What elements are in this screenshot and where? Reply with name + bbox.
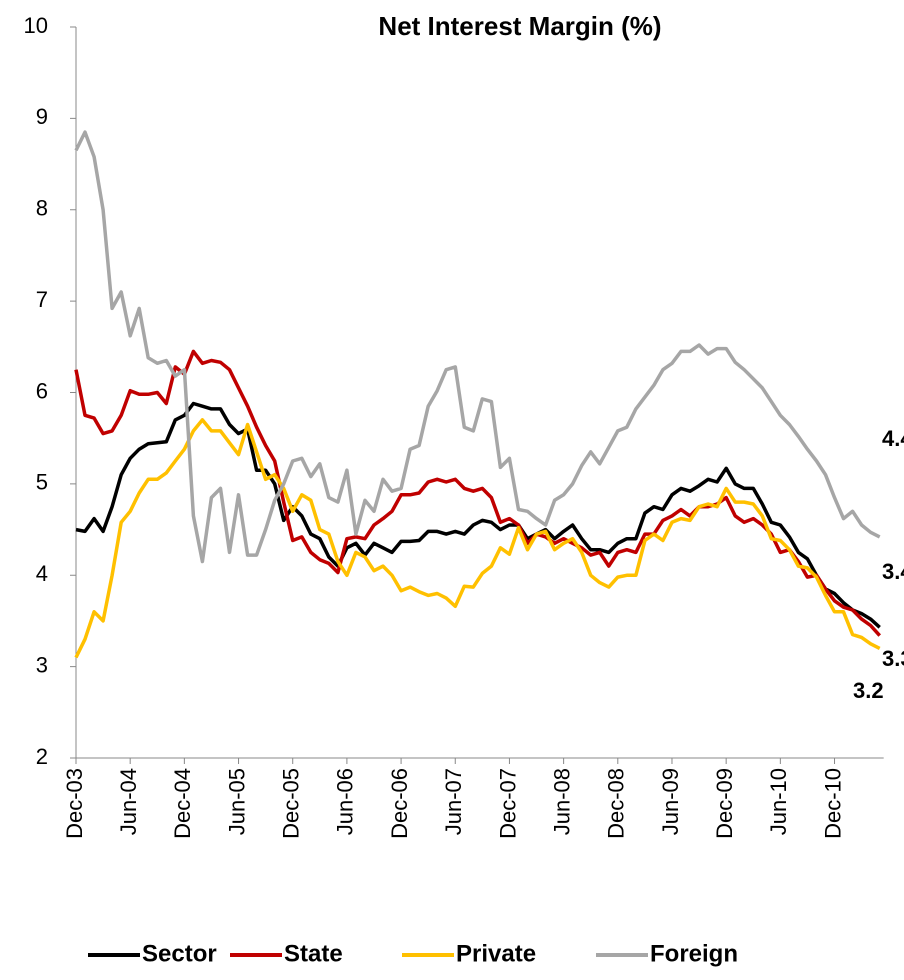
legend-label: Foreign	[650, 940, 738, 967]
series-line	[75, 401, 881, 629]
y-tick-label: 4	[36, 561, 48, 586]
x-tick-label: Dec-05	[279, 768, 304, 839]
y-tick-label: 10	[24, 13, 48, 38]
series-line	[74, 130, 881, 564]
end-label: 3.4	[882, 559, 904, 584]
x-tick-label: Dec-08	[604, 768, 629, 839]
x-tick-label: Jun-08	[549, 768, 574, 835]
x-tick-label: Jun-05	[224, 768, 249, 835]
x-tick-label: Dec-03	[62, 768, 87, 839]
end-label: 3.2	[853, 678, 884, 703]
y-tick-label: 9	[36, 104, 48, 129]
x-tick-label: Dec-04	[170, 768, 195, 839]
y-tick-label: 6	[36, 378, 48, 403]
x-tick-label: Jun-10	[766, 768, 791, 835]
y-tick-label: 7	[36, 287, 48, 312]
end-label: 4.4	[882, 426, 904, 451]
end-label: 3.3	[882, 646, 904, 671]
y-tick-label: 8	[36, 196, 48, 221]
series-line	[74, 418, 881, 659]
y-tick-label: 3	[36, 652, 48, 677]
x-tick-label: Dec-07	[495, 768, 520, 839]
x-tick-label: Jun-04	[116, 768, 141, 835]
x-tick-label: Jun-07	[441, 768, 466, 835]
legend-label: Private	[456, 940, 536, 967]
x-tick-label: Dec-09	[712, 768, 737, 839]
y-tick-label: 2	[36, 744, 48, 769]
chart-title: Net Interest Margin (%)	[378, 11, 661, 41]
x-tick-label: Jun-09	[658, 768, 683, 835]
x-tick-label: Dec-10	[820, 768, 845, 839]
legend-label: Sector	[142, 940, 217, 967]
series-line	[74, 349, 882, 637]
legend-label: State	[284, 940, 343, 967]
x-tick-label: Dec-06	[387, 768, 412, 839]
x-tick-label: Jun-06	[333, 768, 358, 835]
y-tick-label: 5	[36, 470, 48, 495]
